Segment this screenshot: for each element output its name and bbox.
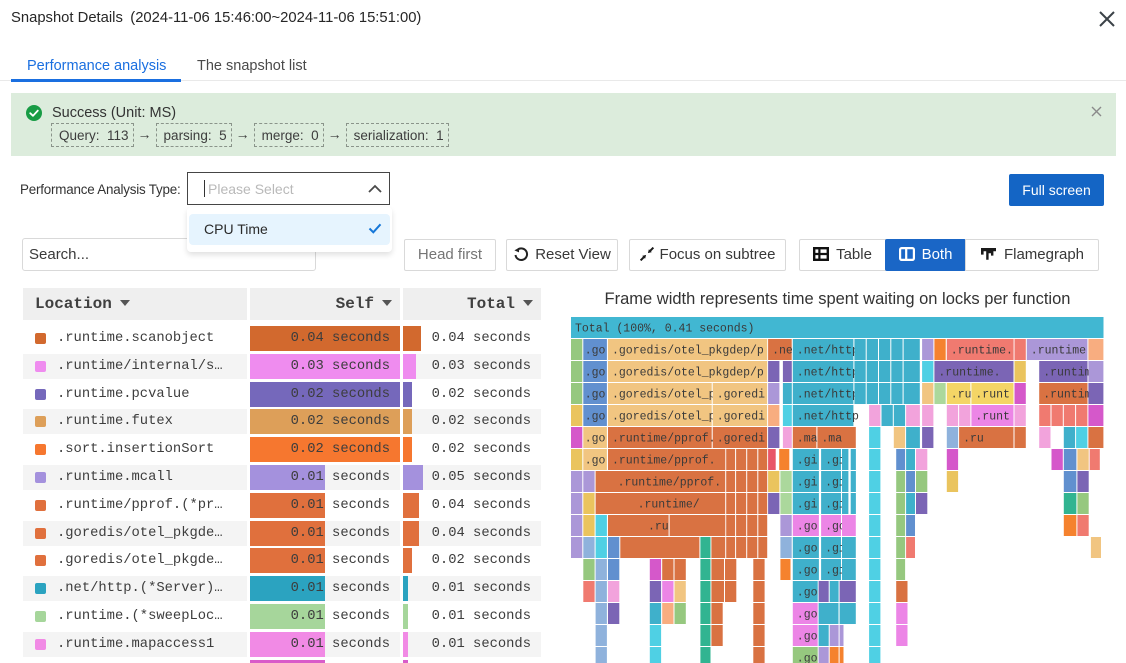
svg-text:.goredis/otel_pkgdep/p: .goredis/otel_pkgdep/p	[612, 345, 764, 358]
svg-text:.ru: .ru	[951, 389, 972, 402]
svg-text:.gi: .gi	[797, 499, 818, 512]
svg-text:.goredis/otel_p: .goredis/otel_p	[612, 389, 716, 402]
svg-text:.runtime/pprof.: .runtime/pprof.	[612, 455, 716, 468]
svg-text:.go: .go	[585, 411, 606, 424]
svg-text:.goredi: .goredi	[717, 411, 765, 424]
svg-text:.net/http: .net/http	[797, 389, 859, 402]
svg-text:.gi: .gi	[797, 455, 818, 468]
svg-text:.runtim: .runtim	[1043, 389, 1091, 402]
svg-text:.gi: .gi	[797, 477, 818, 490]
svg-text:.ru: .ru	[648, 521, 669, 534]
svg-text:.go: .go	[797, 543, 818, 556]
svg-text:.go: .go	[585, 455, 606, 468]
svg-text:.go: .go	[797, 653, 818, 663]
svg-text:.go: .go	[797, 609, 818, 622]
svg-text:.runt: .runt	[975, 411, 1010, 424]
svg-text:.runtime.: .runtime.	[938, 367, 1000, 380]
svg-text:.net/http: .net/http	[797, 345, 859, 358]
svg-text:.runtime/: .runtime/	[638, 499, 700, 512]
svg-text:.runtim: .runtim	[1043, 367, 1091, 380]
svg-text:Total (100%, 0.41 seconds): Total (100%, 0.41 seconds)	[575, 323, 754, 336]
svg-text:.runtime/pprof.: .runtime/pprof.	[618, 477, 722, 490]
svg-text:.go: .go	[585, 433, 606, 446]
svg-text:.go: .go	[585, 367, 606, 380]
svg-text:.goredis/otel_p: .goredis/otel_p	[612, 411, 716, 424]
svg-text:.ma: .ma	[821, 433, 842, 446]
svg-text:.go: .go	[797, 565, 818, 578]
svg-text:.goredis/otel_pkgdep/p: .goredis/otel_pkgdep/p	[612, 367, 764, 380]
svg-text:.goredi: .goredi	[717, 433, 765, 446]
svg-text:.go: .go	[797, 631, 818, 644]
svg-text:.runtime.: .runtime.	[951, 345, 1013, 358]
svg-text:.go: .go	[797, 521, 818, 534]
svg-text:.goredi: .goredi	[717, 389, 765, 402]
svg-text:.runt: .runt	[975, 389, 1010, 402]
svg-text:.go: .go	[825, 521, 846, 534]
svg-text:.runtime/pprof.: .runtime/pprof.	[612, 433, 716, 446]
svg-text:.gi: .gi	[825, 477, 846, 490]
svg-text:.go: .go	[585, 345, 606, 358]
svg-text:.gi: .gi	[825, 543, 846, 556]
svg-text:.go: .go	[797, 587, 818, 600]
svg-text:.net/http: .net/http	[797, 411, 859, 424]
svg-text:.net/http: .net/http	[797, 367, 859, 380]
svg-text:.ne: .ne	[772, 345, 793, 358]
svg-text:.ma: .ma	[797, 433, 818, 446]
svg-text:.ru: .ru	[963, 433, 984, 446]
svg-text:.gi: .gi	[825, 565, 846, 578]
svg-text:.runtime.: .runtime.	[1031, 345, 1093, 358]
svg-text:.gi: .gi	[825, 455, 846, 468]
svg-text:.go: .go	[585, 389, 606, 402]
svg-text:.gi: .gi	[825, 499, 846, 512]
